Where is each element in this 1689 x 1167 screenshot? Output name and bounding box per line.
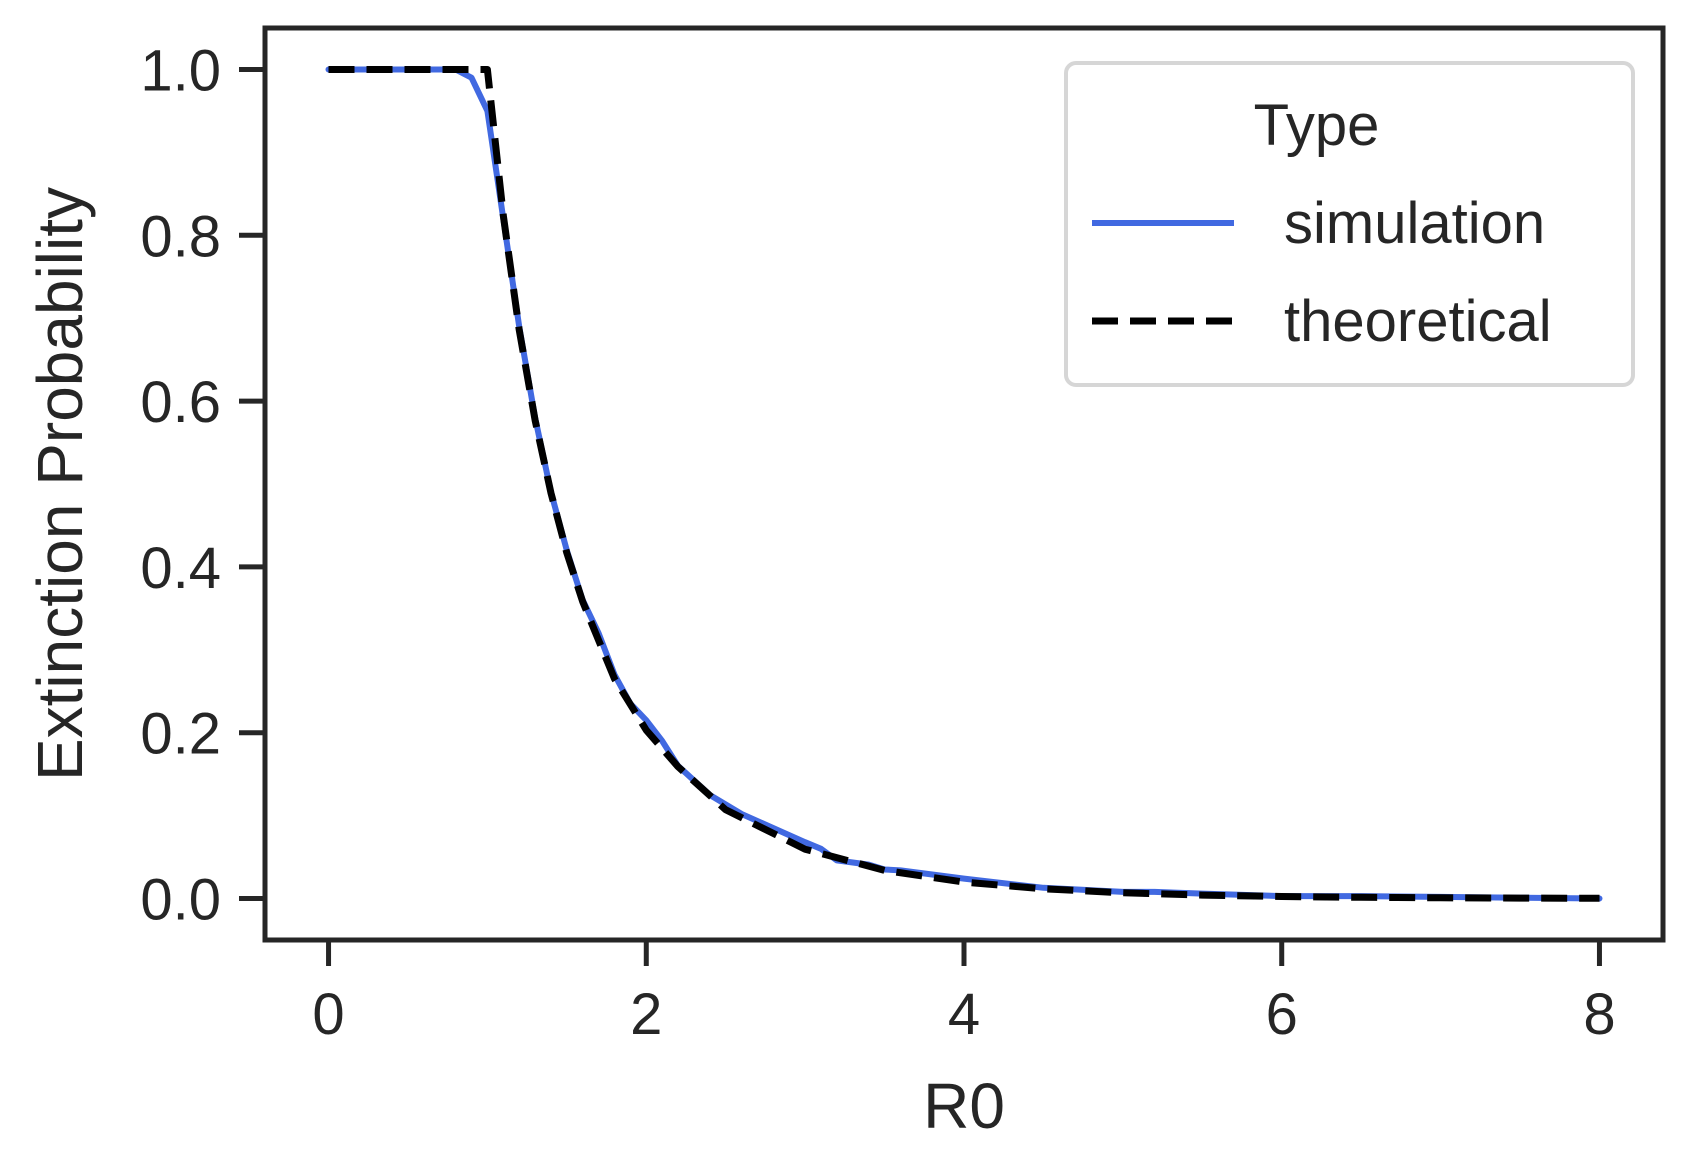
x-tick-label-3: 6 <box>1266 982 1298 1047</box>
x-tick-label-4: 8 <box>1583 982 1615 1047</box>
x-tick-label-1: 2 <box>630 982 662 1047</box>
x-tick-label-2: 4 <box>948 982 980 1047</box>
legend-box <box>1064 61 1635 387</box>
y-tick-label-1: 0.2 <box>140 702 221 767</box>
x-axis-label: R0 <box>923 1070 1005 1142</box>
axes-layer: 0 2 4 6 8 0.0 0.2 0.4 0.6 0.8 1.0 R0 Extinction Prob… <box>24 25 1666 1142</box>
legend-label-theoretical: theoretical <box>1284 289 1552 354</box>
x-tick-label-0: 0 <box>312 982 344 1047</box>
y-tick-label-5: 1.0 <box>140 38 221 103</box>
series-line-theoretical <box>328 66 1600 902</box>
y-tick-label-4: 0.8 <box>140 204 221 269</box>
y-tick-label-2: 0.4 <box>140 536 221 601</box>
legend-title: Type <box>1254 93 1380 158</box>
legend-label-simulation: simulation <box>1284 191 1545 256</box>
y-tick-label-0: 0.0 <box>140 868 221 933</box>
y-tick-label-3: 0.6 <box>140 370 221 435</box>
legend: Type simulation theoretical <box>1064 61 1635 387</box>
series-layer <box>325 66 1603 902</box>
y-axis-label: Extinction Probability <box>24 187 96 781</box>
